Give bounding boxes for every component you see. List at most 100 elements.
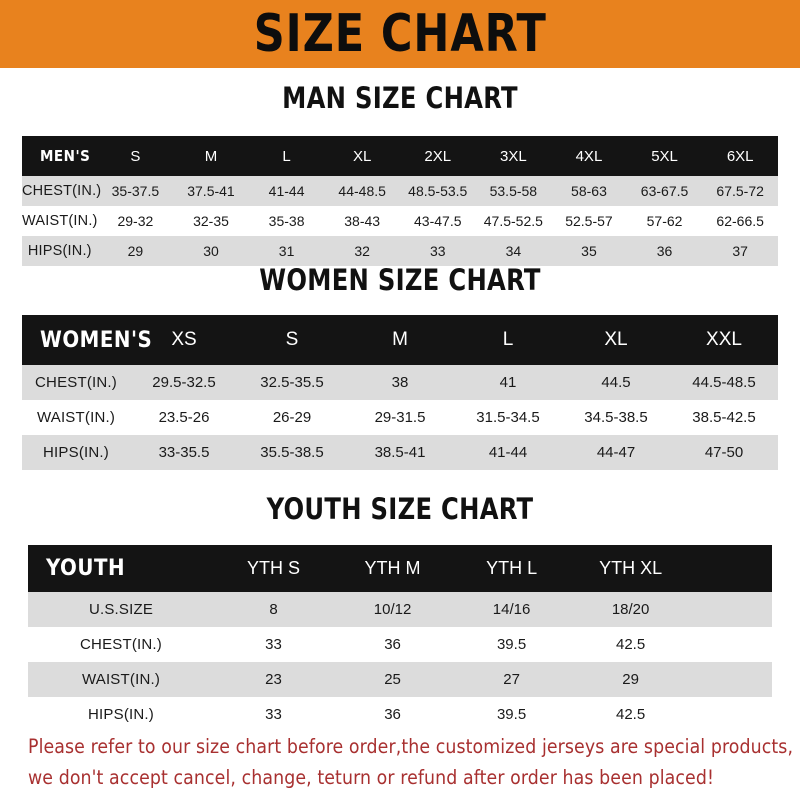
youth-cell-filler bbox=[690, 662, 772, 697]
men-col-header: L bbox=[282, 147, 291, 165]
women-col-header: S bbox=[285, 329, 299, 350]
men-table-body: CHEST(IN.) 35-37.5 37.5-41 41-44 44-48.5… bbox=[22, 176, 778, 266]
women-size-table: WOMEN'S XS S M L XL XXL CHEST(IN.) 29.5-… bbox=[22, 315, 778, 470]
men-cell: 33 bbox=[429, 243, 446, 259]
men-col-header: S bbox=[130, 147, 141, 165]
men-header-row: MEN'S S M L XL 2XL 3XL 4XL 5XL 6XL bbox=[22, 136, 778, 176]
women-col-header: M bbox=[392, 329, 408, 350]
youth-cell: 23 bbox=[265, 671, 282, 688]
women-col-header: XS bbox=[171, 329, 197, 350]
youth-cell: 27 bbox=[503, 671, 520, 688]
youth-cell: 18/20 bbox=[611, 601, 650, 618]
women-table-head: WOMEN'S XS S M L XL XXL bbox=[22, 315, 778, 365]
youth-col-header: YTH M bbox=[364, 558, 421, 578]
men-col-header: 3XL bbox=[500, 147, 527, 165]
women-cell: 41-44 bbox=[488, 444, 528, 461]
men-cell: 57-62 bbox=[646, 213, 683, 229]
women-cell: 44.5-48.5 bbox=[692, 374, 756, 391]
men-col-header: M bbox=[204, 147, 218, 165]
women-cell: 33-35.5 bbox=[158, 444, 210, 461]
men-cell: 47.5-52.5 bbox=[483, 213, 543, 229]
youth-section-title: YOUTH SIZE CHART bbox=[266, 492, 534, 526]
youth-cell: 42.5 bbox=[616, 636, 646, 653]
youth-header-row: YOUTH YTH S YTH M YTH L YTH XL bbox=[28, 545, 772, 592]
women-cell: 32.5-35.5 bbox=[260, 374, 324, 391]
youth-corner-label: YOUTH bbox=[46, 556, 126, 581]
men-cell: 36 bbox=[656, 243, 673, 259]
table-row: CHEST(IN.) 35-37.5 37.5-41 41-44 44-48.5… bbox=[22, 176, 778, 206]
women-cell: 31.5-34.5 bbox=[476, 409, 540, 426]
men-cell: 35 bbox=[581, 243, 597, 259]
table-row: WAIST(IN.) 23 25 27 29 bbox=[28, 662, 772, 697]
youth-col-header: YTH XL bbox=[599, 558, 663, 578]
footer-notice: Please refer to our size chart before or… bbox=[28, 731, 793, 793]
men-cell: 29-32 bbox=[117, 213, 154, 229]
women-cell: 34.5-38.5 bbox=[584, 409, 648, 426]
youth-cell: 8 bbox=[269, 601, 278, 618]
youth-cell: 42.5 bbox=[616, 706, 646, 723]
men-cell: 31 bbox=[278, 243, 295, 259]
women-row-label: HIPS(IN.) bbox=[43, 444, 109, 461]
men-cell: 32-35 bbox=[193, 213, 229, 229]
youth-cell: 39.5 bbox=[496, 636, 527, 653]
youth-cell: 25 bbox=[384, 671, 401, 688]
table-row: HIPS(IN.) 33 36 39.5 42.5 bbox=[28, 697, 772, 732]
women-row-label: WAIST(IN.) bbox=[36, 409, 116, 426]
women-section-title: WOMEN SIZE CHART bbox=[259, 263, 541, 297]
women-col-header: XXL bbox=[706, 329, 742, 350]
men-table-head: MEN'S S M L XL 2XL 3XL 4XL 5XL 6XL bbox=[22, 136, 778, 176]
men-row-label: CHEST(IN.) bbox=[22, 183, 102, 199]
men-cell: 32 bbox=[354, 243, 370, 259]
banner-title: SIZE CHART bbox=[253, 4, 547, 64]
women-cell: 26-29 bbox=[272, 409, 312, 426]
men-cell: 48.5-53.5 bbox=[408, 183, 468, 199]
youth-cell: 33 bbox=[265, 706, 282, 723]
man-section-title: MAN SIZE CHART bbox=[282, 81, 518, 115]
men-col-header: 5XL bbox=[651, 147, 678, 165]
youth-cell: 29 bbox=[622, 671, 639, 688]
women-cell: 23.5-26 bbox=[158, 409, 210, 426]
youth-cell: 39.5 bbox=[496, 706, 527, 723]
men-cell: 30 bbox=[203, 243, 219, 259]
women-col-header: L bbox=[502, 329, 514, 350]
men-size-table: MEN'S S M L XL 2XL 3XL 4XL 5XL 6XL CHEST… bbox=[22, 136, 778, 266]
youth-cell-filler bbox=[690, 697, 772, 732]
men-row-label: WAIST(IN.) bbox=[22, 213, 98, 229]
footer-line-2: we don't accept cancel, change, teturn o… bbox=[28, 766, 715, 789]
women-cell: 38 bbox=[391, 374, 409, 391]
page-banner: SIZE CHART bbox=[0, 0, 800, 68]
youth-row-label: CHEST(IN.) bbox=[80, 636, 162, 653]
men-col-header: 6XL bbox=[726, 147, 754, 165]
youth-col-header: YTH L bbox=[486, 558, 538, 578]
youth-cell-filler bbox=[690, 592, 772, 627]
men-cell: 67.5-72 bbox=[716, 183, 764, 199]
youth-row-label: WAIST(IN.) bbox=[81, 671, 161, 688]
women-header-row: WOMEN'S XS S M L XL XXL bbox=[22, 315, 778, 365]
women-corner-label: WOMEN'S bbox=[40, 327, 153, 353]
women-cell: 44-47 bbox=[596, 444, 636, 461]
youth-col-header: YTH S bbox=[247, 558, 301, 578]
men-cell: 37 bbox=[732, 243, 748, 259]
men-cell: 63-67.5 bbox=[640, 183, 689, 199]
men-cell: 41-44 bbox=[268, 183, 305, 199]
youth-cell: 10/12 bbox=[373, 601, 412, 618]
youth-row-label: U.S.SIZE bbox=[88, 601, 154, 618]
table-row: CHEST(IN.) 33 36 39.5 42.5 bbox=[28, 627, 772, 662]
women-cell: 35.5-38.5 bbox=[260, 444, 324, 461]
men-cell: 34 bbox=[505, 243, 522, 259]
women-table-body: CHEST(IN.) 29.5-32.5 32.5-35.5 38 41 44.… bbox=[22, 365, 778, 470]
men-corner-label: MEN'S bbox=[40, 147, 91, 165]
table-row: HIPS(IN.) 29 30 31 32 33 34 35 36 37 bbox=[22, 236, 778, 266]
women-col-header: XL bbox=[604, 329, 628, 350]
men-cell: 53.5-58 bbox=[489, 183, 538, 199]
youth-size-table: YOUTH YTH S YTH M YTH L YTH XL U.S.SIZE … bbox=[28, 545, 772, 732]
men-col-header: 4XL bbox=[575, 147, 603, 165]
men-cell: 35-38 bbox=[268, 213, 305, 229]
youth-cell: 36 bbox=[384, 706, 401, 723]
table-row: U.S.SIZE 8 10/12 14/16 18/20 bbox=[28, 592, 772, 627]
women-row-label: CHEST(IN.) bbox=[35, 374, 117, 391]
men-cell: 35-37.5 bbox=[111, 183, 160, 199]
youth-table-body: U.S.SIZE 8 10/12 14/16 18/20 CHEST(IN.) … bbox=[28, 592, 772, 732]
table-row: HIPS(IN.) 33-35.5 35.5-38.5 38.5-41 41-4… bbox=[22, 435, 778, 470]
